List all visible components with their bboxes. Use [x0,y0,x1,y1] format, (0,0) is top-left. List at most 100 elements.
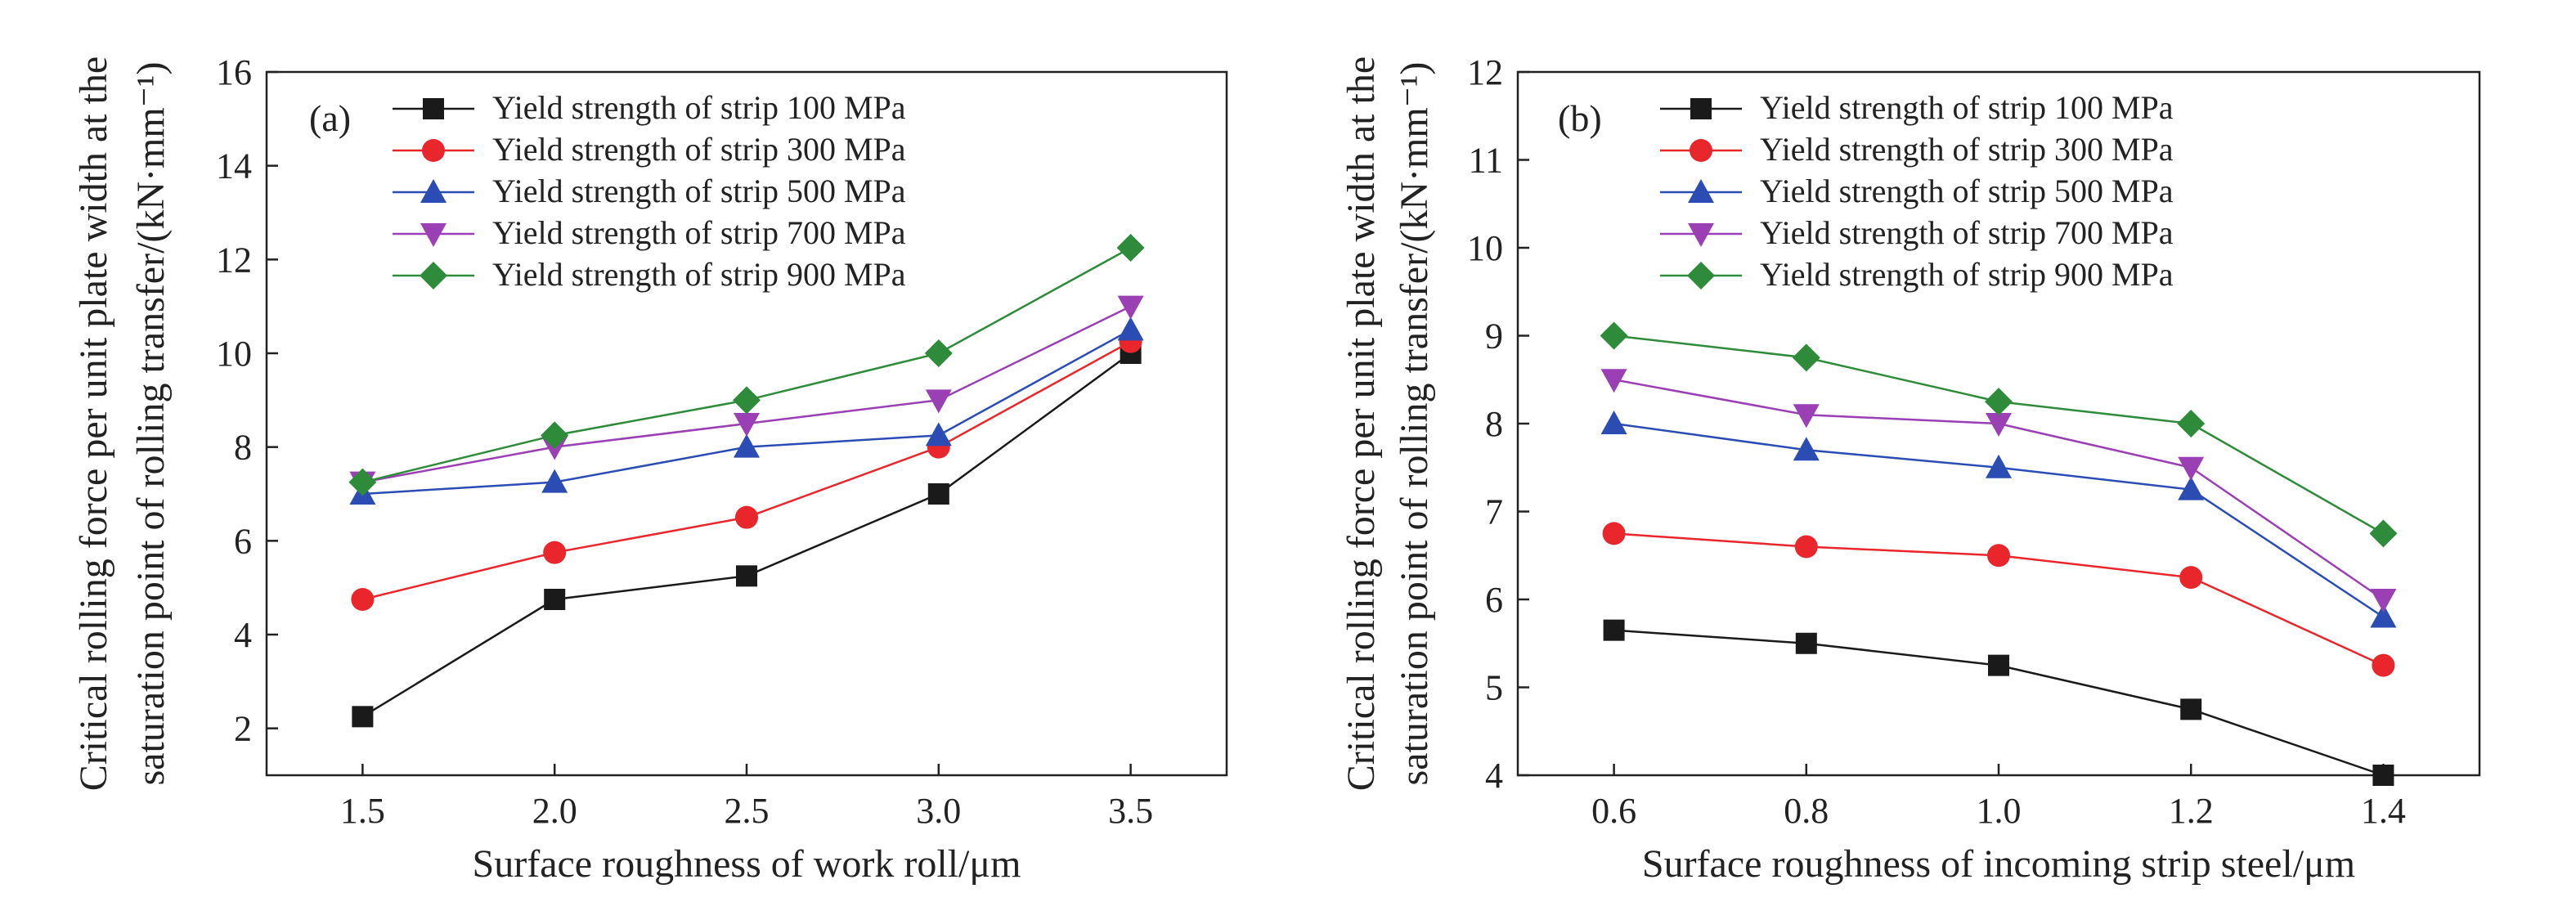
data-point [733,386,761,415]
data-point [1794,535,1818,559]
legend-entry: Yield strength of strip 300 MPa [1760,131,2174,168]
legend-entry: Yield strength of strip 700 MPa [1760,214,2174,251]
data-point [351,588,375,611]
data-point [1986,413,2012,437]
legend-entry: Yield strength of strip 900 MPa [1760,256,2174,293]
y-tick-label: 8 [1485,404,1503,444]
x-tick-label: 1.4 [2361,791,2406,831]
data-point [927,483,949,505]
x-tick-label: 3.0 [916,791,961,831]
y-tick-label: 5 [1485,668,1503,708]
data-point [541,469,568,493]
data-point [1600,321,1628,350]
data-point [2370,589,2397,613]
x-tick-label: 0.8 [1784,791,1829,831]
chart-panel-b: 0.6 0.8 1.0 1.2 1.4 4 5 6 7 8 9 10 11 12 Surface rough… [1340,52,2481,886]
data-point [2179,566,2203,590]
data-point [2372,653,2395,677]
data-point [1985,388,2013,416]
data-point [735,505,758,529]
data-point [1987,544,2010,568]
legend-entry: Yield strength of strip 100 MPa [492,89,906,126]
legend-marker [420,179,447,203]
data-point [734,433,760,458]
legend-entry: Yield strength of strip 500 MPa [1760,173,2174,209]
series-line [1613,629,2384,777]
data-point [2372,765,2394,786]
y-tick-label: 12 [1467,52,1503,92]
y-tick-label: 11 [1469,141,1503,181]
legend-marker [423,98,444,119]
legend-entry: Yield strength of strip 300 MPa [492,131,906,168]
x-axis-title: Surface roughness of work roll/μm [473,842,1021,886]
data-point [1603,619,1625,641]
legend-marker [1690,139,1712,162]
legend-marker [420,223,447,247]
data-point [2177,410,2206,438]
data-point [2370,604,2397,628]
data-point [1116,234,1145,262]
legend-marker [1690,98,1712,119]
y-tick-label: 10 [216,334,252,374]
legend-marker [420,262,447,289]
data-point [925,389,952,414]
legend-marker [1687,262,1715,289]
data-point [924,339,953,367]
legend-marker [1688,223,1714,247]
series-line [362,340,1132,601]
data-point [1792,343,1820,372]
data-point [736,565,757,587]
x-tick-label: 1.5 [340,791,385,831]
data-point [1117,316,1144,341]
legend-entry: Yield strength of strip 900 MPa [492,256,906,293]
x-tick-label: 2.0 [532,791,577,831]
y-axis-title-line2: saturation point of rolling transfer/(kN… [129,62,173,786]
y-tick-label: 14 [216,146,252,186]
legend-marker [1688,179,1714,203]
data-point [544,589,566,610]
legend-marker [422,139,445,162]
y-tick-label: 9 [1485,316,1503,357]
data-point [543,541,567,564]
y-tick-label: 4 [234,615,252,655]
y-tick-label: 12 [216,240,252,280]
y-tick-label: 6 [234,521,252,561]
y-tick-label: 8 [234,428,252,468]
legend-entry: Yield strength of strip 100 MPa [1760,89,2174,126]
panel-label: (a) [309,97,351,139]
data-point [541,421,569,450]
data-point [2369,519,2398,548]
x-tick-label: 1.2 [2169,791,2214,831]
data-point [2178,456,2205,481]
data-point [925,422,952,447]
data-point [1600,411,1627,434]
y-tick-label: 10 [1467,228,1503,268]
y-tick-label: 2 [234,709,252,749]
data-point [1793,437,1820,461]
y-tick-label: 4 [1485,756,1503,796]
legend-entry: Yield strength of strip 700 MPa [492,214,906,251]
y-axis-title-line2: saturation point of rolling transfer/(kN… [1393,62,1436,786]
data-point [1600,369,1627,393]
y-tick-label: 6 [1485,580,1503,620]
x-tick-label: 0.6 [1591,791,1636,831]
y-tick-label: 16 [216,52,252,92]
x-tick-label: 2.5 [725,791,770,831]
data-point [1986,454,2012,478]
data-point [348,468,377,496]
x-tick-label: 1.0 [1977,791,2022,831]
chart-panel-a: 1.5 2.0 2.5 3.0 3.5 2 4 6 8 10 12 14 16 Surface rough… [72,52,1228,886]
data-point [1602,522,1626,545]
panel-label: (b) [1558,97,1602,139]
data-point [1988,654,2009,676]
data-point [1795,632,1817,654]
data-point [352,706,374,728]
y-tick-label: 7 [1485,492,1503,532]
data-point [2178,476,2205,500]
data-point [1117,295,1144,320]
data-point [734,413,760,437]
legend-entry: Yield strength of strip 500 MPa [492,173,906,209]
y-axis-title-line1: Critical rolling force per unit plate wi… [72,56,115,791]
